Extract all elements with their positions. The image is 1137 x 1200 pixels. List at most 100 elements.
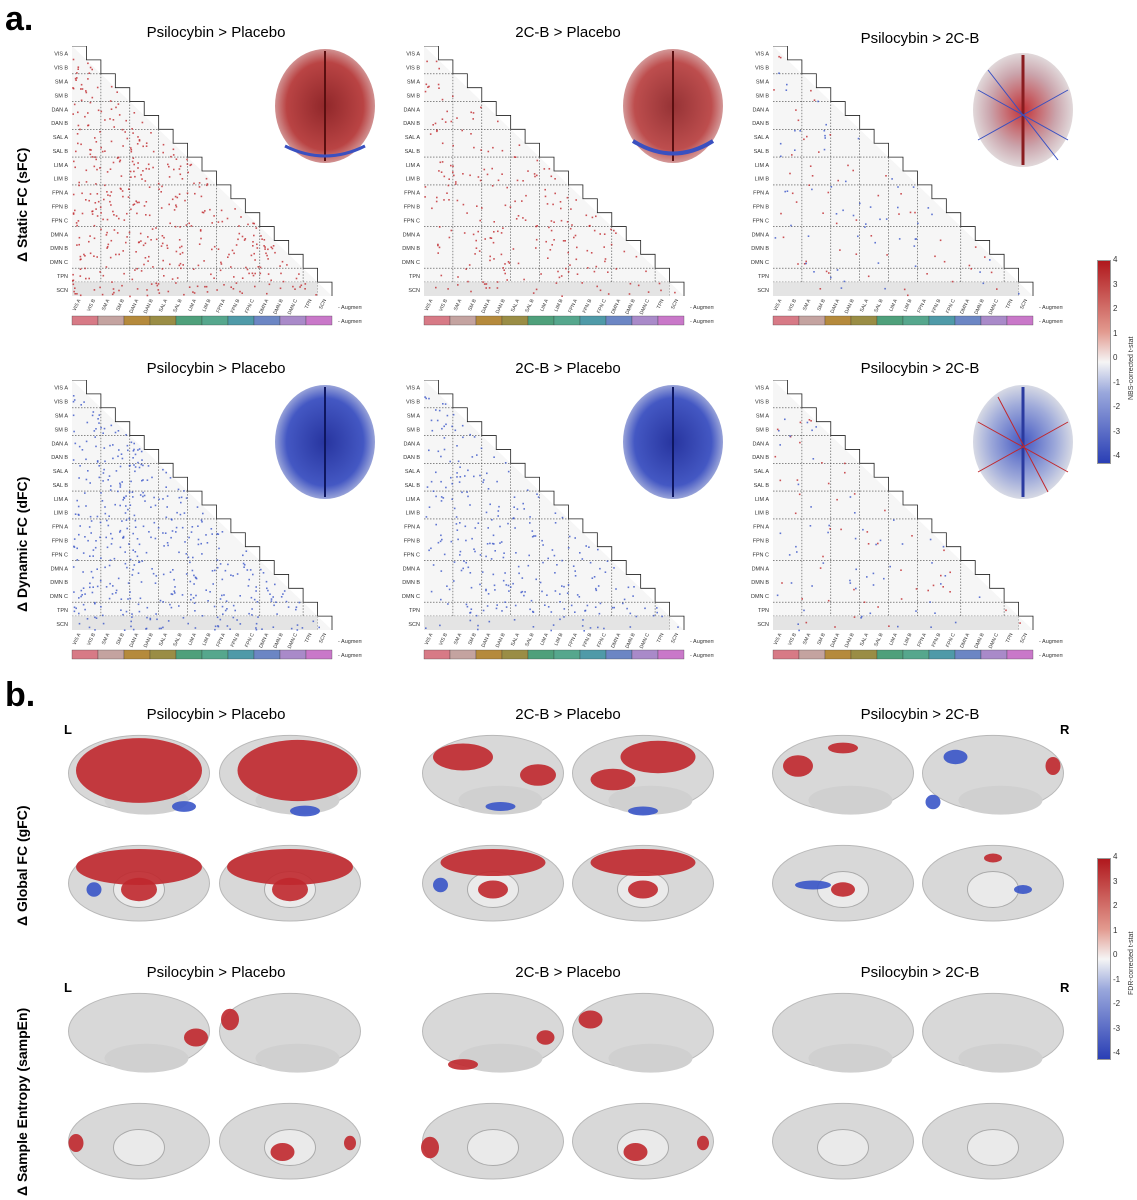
matrix-edge-dot <box>115 253 117 256</box>
matrix-edge-dot <box>133 163 135 166</box>
matrix-edge-dot <box>241 235 244 238</box>
matrix-row-label: SAL A <box>754 135 769 141</box>
matrix-edge-dot <box>125 519 128 521</box>
matrix-edge-dot <box>940 583 942 585</box>
matrix-edge-dot <box>929 538 932 541</box>
matrix-edge-dot <box>89 252 92 255</box>
matrix-edge-dot <box>240 216 242 218</box>
dfc-col-title-2: 2C-B > Placebo <box>515 360 621 377</box>
matrix-edge-dot <box>613 229 615 232</box>
matrix-edge-dot <box>521 200 523 202</box>
matrix-row-label: DMN B <box>751 246 769 252</box>
matrix-row-label: VIS B <box>54 400 68 406</box>
matrix-edge-dot <box>661 615 663 618</box>
matrix-edge-dot <box>822 562 825 564</box>
negative-region <box>795 880 831 890</box>
matrix-edge-dot <box>483 479 485 481</box>
matrix-edge-dot <box>469 619 472 622</box>
matrix-edge-dot <box>255 628 258 631</box>
matrix-edge-dot <box>300 284 303 287</box>
matrix-edge-dot <box>493 543 495 545</box>
subcortex <box>967 871 1019 908</box>
matrix-edge-dot <box>603 246 605 248</box>
matrix-edge-dot <box>504 462 507 464</box>
matrix-edge-dot <box>483 168 486 171</box>
matrix-edge-dot <box>900 193 902 195</box>
matrix-edge-dot <box>563 616 565 618</box>
matrix-edge-dot <box>939 239 942 242</box>
matrix-edge-dot <box>87 539 89 542</box>
matrix-edge-dot <box>130 150 133 153</box>
matrix-edge-dot <box>432 490 435 492</box>
matrix-edge-dot <box>139 597 142 600</box>
matrix-edge-dot <box>110 543 113 545</box>
positive-region <box>76 738 202 803</box>
matrix-col-label: TPN <box>304 632 314 644</box>
matrix-edge-dot <box>176 196 179 199</box>
matrix-edge-dot <box>148 168 150 170</box>
legend-yeo7: - Augmented Yeo 7 <box>338 319 362 325</box>
matrix-edge-dot <box>463 232 466 234</box>
matrix-edge-dot <box>569 227 572 230</box>
matrix-edge-dot <box>632 595 634 597</box>
matrix-edge-dot <box>479 583 481 586</box>
matrix-edge-dot <box>140 270 143 272</box>
matrix-row-label: TPN <box>57 274 68 280</box>
matrix-edge-dot <box>898 238 901 240</box>
matrix-edge-dot <box>217 625 219 627</box>
matrix-col-label: DMN C <box>988 632 1001 650</box>
matrix-edge-dot <box>629 282 632 285</box>
matrix-edge-dot <box>257 266 260 268</box>
matrix-edge-dot <box>252 241 254 243</box>
matrix-edge-dot <box>98 476 101 479</box>
matrix-edge-dot <box>141 459 143 461</box>
matrix-edge-dot <box>216 533 218 535</box>
matrix-col-label: SAL A <box>158 298 170 314</box>
matrix-row-label: FPN B <box>753 539 770 545</box>
matrix-edge-dot <box>84 608 86 611</box>
matrix-edge-dot <box>251 272 254 275</box>
matrix-edge-dot <box>72 212 75 214</box>
matrix-edge-dot <box>76 72 78 74</box>
matrix-edge-dot <box>209 591 211 593</box>
colorbar-tick: -1 <box>1113 974 1121 984</box>
matrix-edge-dot <box>254 285 256 288</box>
matrix-edge-dot <box>75 222 78 224</box>
matrix-edge-dot <box>167 163 169 166</box>
matrix-edge-dot <box>500 232 503 234</box>
matrix-edge-dot <box>560 207 562 210</box>
matrix-edge-dot <box>553 221 555 223</box>
matrix-edge-dot <box>839 249 841 251</box>
matrix-edge-dot <box>78 181 80 184</box>
sfc-brain-2 <box>623 49 723 163</box>
matrix-edge-dot <box>112 457 114 460</box>
matrix-edge-dot <box>827 191 830 194</box>
matrix-edge-dot <box>127 598 129 600</box>
matrix-edge-dot <box>822 555 824 558</box>
matrix-edge-dot <box>290 627 293 630</box>
network-color-strip-segment <box>123 649 151 660</box>
matrix-edge-dot <box>626 607 628 610</box>
matrix-row-label: VIS B <box>755 66 769 72</box>
matrix-col-label: FPN A <box>916 298 928 314</box>
matrix-edge-dot <box>502 579 505 582</box>
matrix-row-label: LIM B <box>406 177 421 183</box>
matrix-edge-dot <box>428 506 431 508</box>
matrix-edge-dot <box>576 273 579 275</box>
matrix-edge-dot <box>157 527 160 529</box>
matrix-edge-dot <box>154 537 157 540</box>
matrix-edge-dot <box>194 576 197 579</box>
matrix-edge-dot <box>574 575 577 577</box>
matrix-edge-dot <box>95 141 98 143</box>
matrix-edge-dot <box>125 241 127 244</box>
matrix-edge-dot <box>427 86 429 88</box>
matrix-edge-dot <box>253 222 255 225</box>
matrix-edge-dot <box>509 206 512 208</box>
matrix-edge-dot <box>176 277 179 279</box>
matrix-edge-dot <box>133 112 136 114</box>
matrix-edge-dot <box>430 419 433 422</box>
matrix-col-label: DAN A <box>829 632 841 649</box>
matrix-edge-dot <box>485 283 488 285</box>
matrix-col-label: DMN A <box>959 632 971 649</box>
